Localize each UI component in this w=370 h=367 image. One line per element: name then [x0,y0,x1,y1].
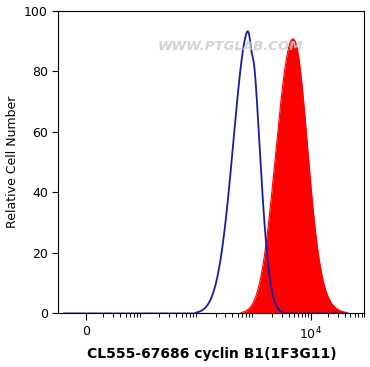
Text: WWW.PTGLAB.COM: WWW.PTGLAB.COM [157,40,302,54]
Y-axis label: Relative Cell Number: Relative Cell Number [6,96,18,228]
X-axis label: CL555-67686 cyclin B1(1F3G11): CL555-67686 cyclin B1(1F3G11) [87,348,336,361]
